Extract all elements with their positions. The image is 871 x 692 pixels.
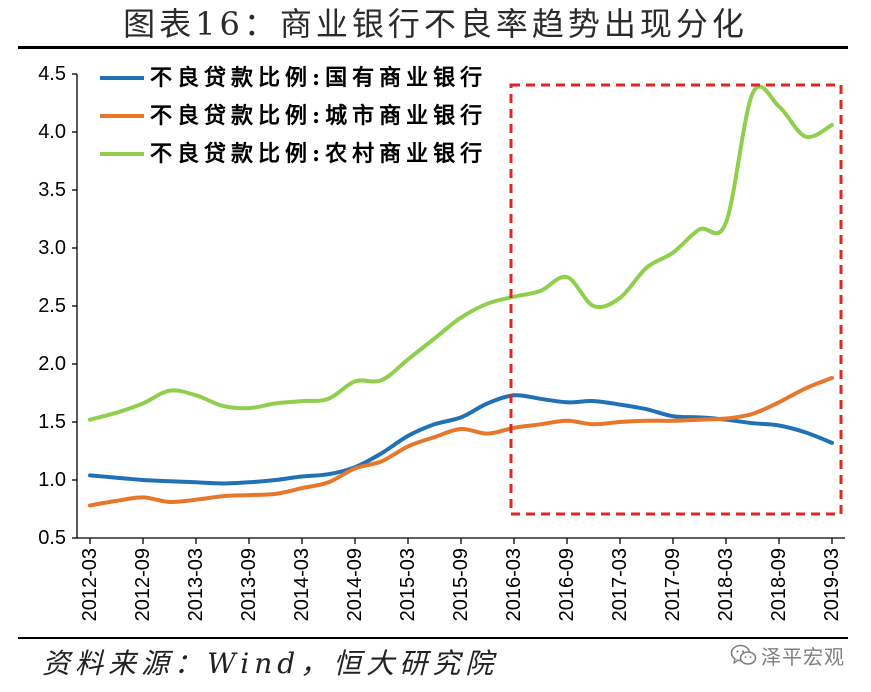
chart-title: 图表16：商业银行不良率趋势出现分化 [123, 5, 748, 43]
y-tick-label: 4.0 [38, 121, 66, 143]
x-tick-label: 2013-03 [185, 548, 207, 621]
x-tick-label: 2017-09 [662, 548, 684, 621]
x-tick-label: 2012-09 [132, 548, 154, 621]
legend-label: 不良贷款比例:国有商业银行 [150, 65, 487, 91]
legend-item: 不良贷款比例:城市商业银行 [100, 103, 487, 129]
legend-label: 不良贷款比例:农村商业银行 [150, 141, 487, 167]
y-tick-label: 2.5 [38, 295, 66, 317]
y-tick-label: 3.5 [38, 179, 66, 201]
source-rule [18, 637, 848, 639]
source-note: 资料来源：Wind，恒大研究院 [42, 647, 499, 680]
legend: 不良贷款比例:国有商业银行 不良贷款比例:城市商业银行 不良贷款比例:农村商业银… [100, 65, 487, 167]
y-tick-label: 1.0 [38, 469, 66, 491]
watermark-text: 泽平宏观 [761, 644, 845, 669]
legend-label: 不良贷款比例:城市商业银行 [150, 103, 487, 129]
series-line [88, 393, 834, 486]
series-line [88, 375, 834, 508]
axes: 0.5 1.0 1.5 2.0 2.5 3.0 3.5 4.0 4.5 2012-03 2012-0… [38, 63, 845, 621]
plot-lines [88, 84, 834, 508]
y-tick-label: 4.5 [38, 63, 66, 85]
wechat-icon [730, 644, 757, 665]
x-tick-label: 2018-03 [715, 548, 737, 621]
x-tick-label: 2019-03 [821, 548, 843, 621]
y-tick-label: 2.0 [38, 353, 66, 375]
y-tick-label: 1.5 [38, 411, 66, 433]
x-tick-label: 2015-09 [450, 548, 472, 621]
x-tick-label: 2012-03 [79, 548, 101, 621]
x-tick-label: 2014-03 [291, 548, 313, 621]
highlight-box [509, 83, 843, 516]
series-line [88, 84, 834, 422]
title-rule [18, 46, 848, 49]
x-tick-label: 2018-09 [768, 548, 790, 621]
legend-item: 不良贷款比例:国有商业银行 [100, 65, 487, 91]
y-tick-label: 0.5 [38, 527, 66, 549]
x-tick-label: 2014-09 [344, 548, 366, 621]
x-tick-label: 2016-09 [556, 548, 578, 621]
legend-item: 不良贷款比例:农村商业银行 [100, 141, 487, 167]
x-tick-label: 2016-03 [503, 548, 525, 621]
x-tick-label: 2015-03 [397, 548, 419, 621]
y-tick-label: 3.0 [38, 237, 66, 259]
watermark: 泽平宏观 [730, 641, 845, 669]
x-tick-label: 2013-09 [238, 548, 260, 621]
x-tick-label: 2017-03 [609, 548, 631, 621]
